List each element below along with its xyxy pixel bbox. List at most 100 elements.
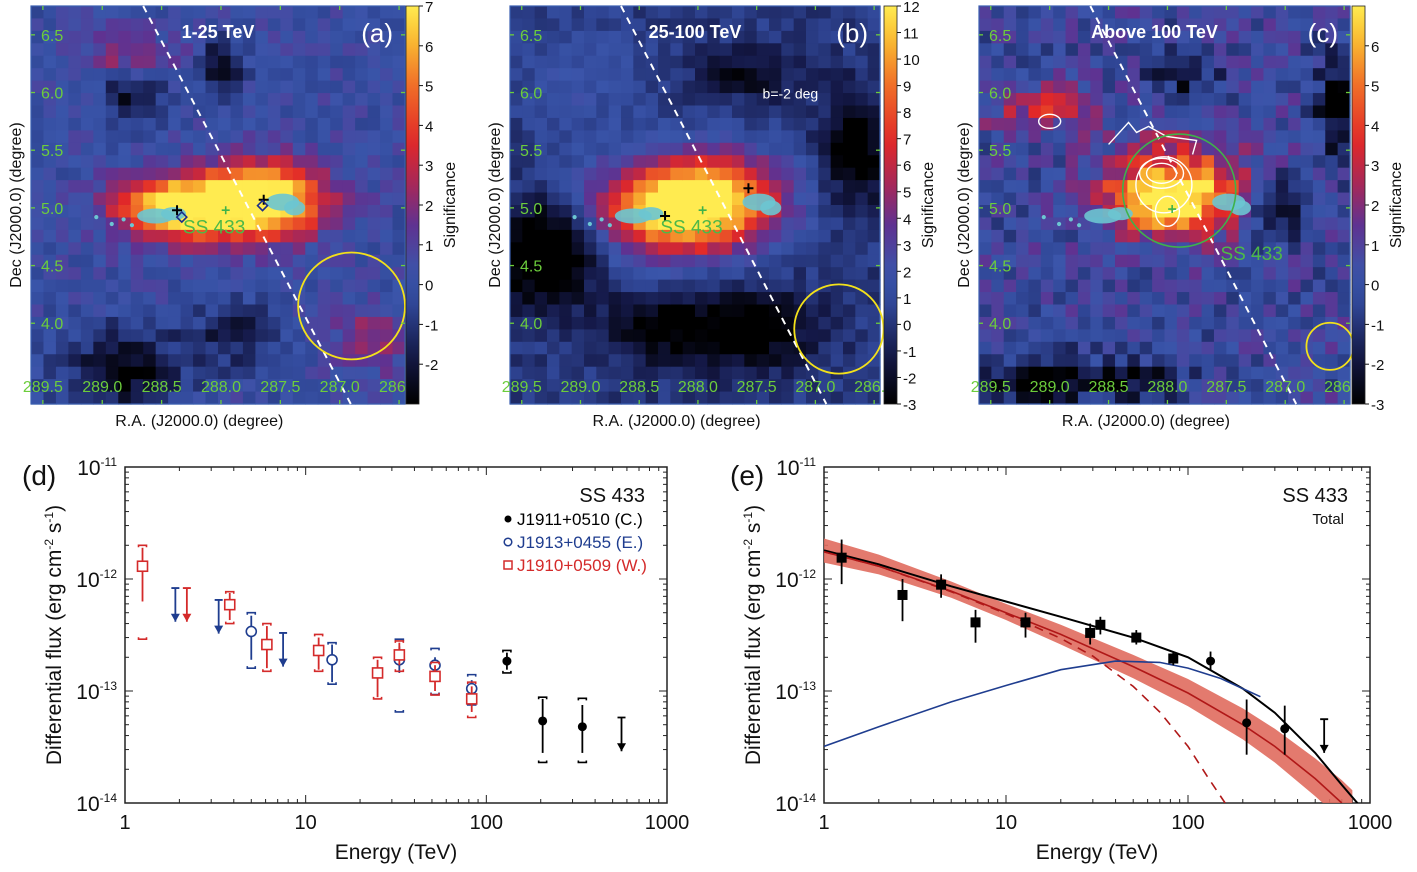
map-pixel [769,80,782,94]
map-pixel [547,242,560,256]
map-pixel [80,279,94,293]
map-pixel [1238,267,1252,281]
map-pixel [1127,43,1141,57]
map-pixel [1028,229,1042,243]
x-tick-label: 1000 [645,812,690,834]
map-pixel [547,130,560,144]
map-pixel [242,130,256,144]
map-pixel [547,55,560,69]
map-pixel [193,292,207,306]
map-pixel [168,341,182,355]
map-pixel [292,18,306,32]
map-pixel [143,167,157,181]
map-pixel [218,55,232,69]
map-pixel [1016,192,1030,206]
map-pixel [1263,192,1277,206]
map-pixel [719,117,733,131]
map-pixel [608,43,622,57]
y-tick-label: 6.0 [989,86,1011,103]
map-pixel [1152,55,1166,69]
map-pixel [1003,292,1017,306]
map-pixel [218,267,232,281]
map-pixel [1201,267,1215,281]
map-pixel [68,55,82,69]
map-pixel [818,217,832,231]
map-pixel [1300,304,1314,318]
map-pixel [280,167,294,181]
map-pixel [1090,68,1104,82]
colorbar-tick-label: 1 [425,238,433,255]
map-pixel [93,167,107,181]
x-axis-label: Energy (TeV) [335,841,458,864]
map-pixel [367,155,381,169]
map-pixel [658,180,671,194]
map-pixel [645,316,659,330]
map-pixel [43,217,57,231]
map-pixel [392,80,406,94]
map-pixel [1028,192,1042,206]
map-pixel [1226,391,1240,405]
map-pixel [292,130,306,144]
map-pixel [218,366,232,380]
map-pixel [305,329,319,343]
map-pixel [1016,279,1030,293]
map-pixel [756,391,770,405]
map-pixel [380,279,394,293]
white-contours [1037,113,1198,228]
map-pixel [392,192,406,206]
map-pixel [218,279,232,293]
map-pixel [43,391,57,405]
map-pixel [342,329,356,343]
map-pixel [658,279,671,293]
map-pixel [571,229,585,243]
map-pixel [633,180,647,194]
map-pixel [355,366,369,380]
map-pixel [105,30,119,44]
map-pixel [218,130,232,144]
map-pixel [31,18,45,32]
map-pixel [1251,93,1265,107]
map-pixel [571,142,585,156]
map-pixel [707,55,721,69]
map-pixel [1226,130,1240,144]
map-pixel [584,117,597,131]
systematic-bracket [313,633,324,637]
map-pixel [596,254,610,268]
map-pixel [1312,292,1326,306]
map-pixel [621,391,634,405]
map-pixel [658,68,671,82]
map-pixel [1275,155,1289,169]
map-pixel [1090,254,1104,268]
map-pixel [330,329,344,343]
map-pixel [68,304,82,318]
map-pixel [180,316,194,330]
y-tick-label: 10-13 [775,679,816,704]
map-pixel [292,30,306,44]
map-pixel [355,279,369,293]
map-pixel [695,304,708,318]
map-pixel [1337,117,1351,131]
map-pixel [1016,30,1030,44]
colorbar-tick-label: -3 [903,397,916,414]
map-pixel [1077,80,1091,94]
map-pixel [267,155,281,169]
map-pixel [1337,316,1351,330]
map-pixel [670,292,684,306]
y-tick-label: 5.0 [520,201,542,218]
legend-marker [503,560,513,570]
map-pixel [43,366,57,380]
map-pixel [1164,267,1178,281]
map-pixel [292,68,306,82]
map-pixel [510,130,523,144]
map-pixel [584,18,597,32]
map-pixel [1065,68,1079,82]
map-pixel [1251,55,1265,69]
map-pixel [510,93,523,107]
map-pixel [781,6,795,20]
map-pixel [155,354,169,368]
ss433-position-plus [698,206,707,215]
systematic-bracket [372,696,383,700]
map-pixel [242,316,256,330]
map-pixel [205,267,219,281]
map-pixel [547,180,560,194]
